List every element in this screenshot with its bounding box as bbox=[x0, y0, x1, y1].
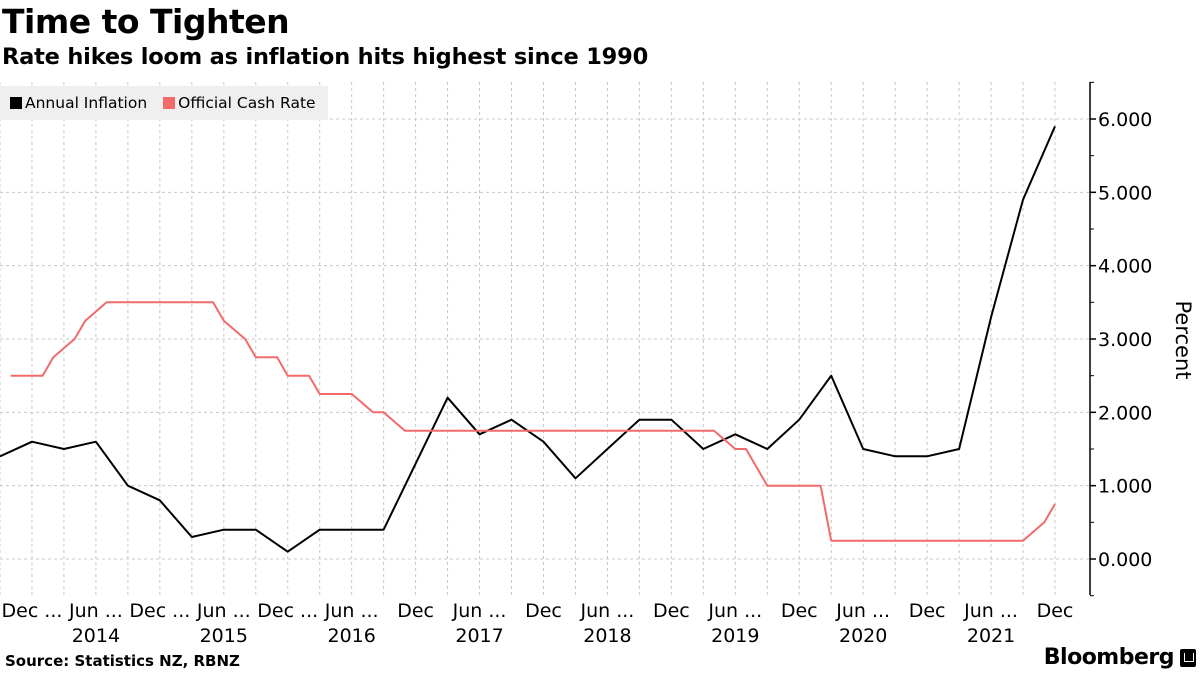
x-tick-label: Jun ... bbox=[324, 600, 379, 622]
series-lines bbox=[0, 125, 1056, 553]
x-tick-label: Dec bbox=[525, 600, 562, 622]
x-tick-label: Dec bbox=[1037, 600, 1074, 622]
x-tick-label: Dec ... bbox=[2, 600, 63, 622]
x-tick-label: Dec bbox=[909, 600, 946, 622]
x-year-label: 2018 bbox=[583, 625, 631, 647]
source-note: Source: Statistics NZ, RBNZ bbox=[5, 652, 240, 670]
x-year-label: 2015 bbox=[200, 625, 248, 647]
x-tick-label: Dec ... bbox=[129, 600, 190, 622]
y-tick-label: 4.000 bbox=[1098, 256, 1152, 278]
y-tick-label: 2.000 bbox=[1098, 402, 1152, 424]
legend: Annual Inflation Official Cash Rate bbox=[0, 86, 328, 120]
terminal-icon bbox=[1180, 648, 1196, 667]
y-axis: 0.000 1.000 2.000 3.000 4.000 5.000 6.000 Perce… bbox=[1089, 81, 1195, 597]
brand-name: Bloomberg bbox=[1043, 645, 1175, 670]
x-tick-label: Jun ... bbox=[707, 600, 762, 622]
x-tick-label: Jun ... bbox=[963, 600, 1018, 622]
x-tick-label: Dec bbox=[653, 600, 690, 622]
y-axis-title: Percent bbox=[1171, 300, 1195, 379]
chart-subtitle: Rate hikes loom as inflation hits highes… bbox=[2, 44, 649, 70]
y-tick-label: 5.000 bbox=[1098, 182, 1152, 204]
legend-label: Official Cash Rate bbox=[178, 94, 316, 112]
x-tick-label: Jun ... bbox=[68, 600, 123, 622]
legend-swatch-icon bbox=[163, 97, 176, 109]
x-year-label: 2017 bbox=[455, 625, 503, 647]
x-tick-label: Jun ... bbox=[579, 600, 634, 622]
y-tick-label: 6.000 bbox=[1098, 109, 1152, 131]
bloomberg-logo: Bloomberg bbox=[1044, 645, 1196, 670]
x-year-label: 2020 bbox=[839, 625, 887, 647]
chart-title: Time to Tighten bbox=[2, 2, 290, 41]
legend-item-annual-inflation[interactable]: Annual Inflation bbox=[10, 94, 147, 112]
x-tick-label: Dec bbox=[397, 600, 434, 622]
y-tick-label: 1.000 bbox=[1098, 476, 1152, 498]
x-tick-label: Jun ... bbox=[835, 600, 890, 622]
x-year-label: 2021 bbox=[967, 625, 1015, 647]
x-tick-label: Dec ... bbox=[257, 600, 318, 622]
x-tick-label: Jun ... bbox=[452, 600, 507, 622]
x-year-label: 2014 bbox=[72, 625, 120, 647]
x-tick-label: Jun ... bbox=[196, 600, 251, 622]
y-tick-label: 0.000 bbox=[1098, 549, 1152, 571]
legend-item-official-cash-rate[interactable]: Official Cash Rate bbox=[163, 94, 316, 112]
legend-swatch-icon bbox=[10, 97, 22, 109]
y-tick-label: 3.000 bbox=[1098, 329, 1152, 351]
x-year-label: 2019 bbox=[711, 625, 759, 647]
gridlines bbox=[0, 82, 1090, 595]
series-line-official-cash-rate bbox=[10, 301, 1056, 542]
x-tick-label: Dec bbox=[781, 600, 818, 622]
legend-label: Annual Inflation bbox=[25, 94, 148, 112]
x-year-label: 2016 bbox=[327, 625, 375, 647]
